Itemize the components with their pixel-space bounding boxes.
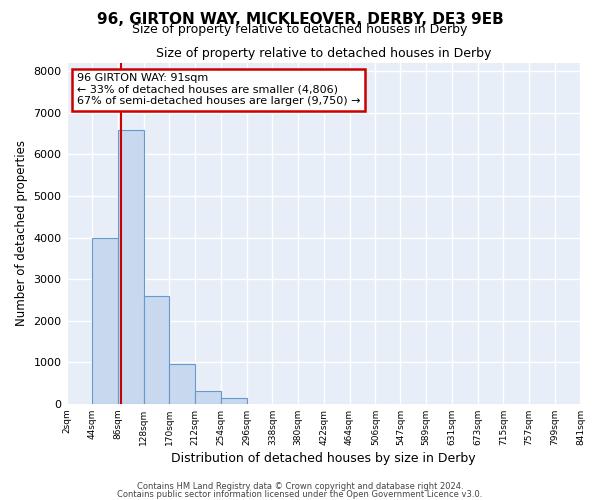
Bar bbox=[92, 238, 118, 404]
Y-axis label: Number of detached properties: Number of detached properties bbox=[15, 140, 28, 326]
Title: Size of property relative to detached houses in Derby: Size of property relative to detached ho… bbox=[156, 48, 491, 60]
Text: Size of property relative to detached houses in Derby: Size of property relative to detached ho… bbox=[133, 22, 467, 36]
Text: 96, GIRTON WAY, MICKLEOVER, DERBY, DE3 9EB: 96, GIRTON WAY, MICKLEOVER, DERBY, DE3 9… bbox=[97, 12, 503, 28]
Text: Contains HM Land Registry data © Crown copyright and database right 2024.: Contains HM Land Registry data © Crown c… bbox=[137, 482, 463, 491]
Text: 96 GIRTON WAY: 91sqm
← 33% of detached houses are smaller (4,806)
67% of semi-de: 96 GIRTON WAY: 91sqm ← 33% of detached h… bbox=[77, 74, 361, 106]
Bar bbox=[195, 390, 221, 404]
Bar bbox=[118, 130, 144, 404]
Bar bbox=[169, 364, 195, 404]
Text: Contains public sector information licensed under the Open Government Licence v3: Contains public sector information licen… bbox=[118, 490, 482, 499]
X-axis label: Distribution of detached houses by size in Derby: Distribution of detached houses by size … bbox=[171, 452, 476, 465]
Bar bbox=[221, 398, 247, 404]
Bar bbox=[144, 296, 169, 404]
